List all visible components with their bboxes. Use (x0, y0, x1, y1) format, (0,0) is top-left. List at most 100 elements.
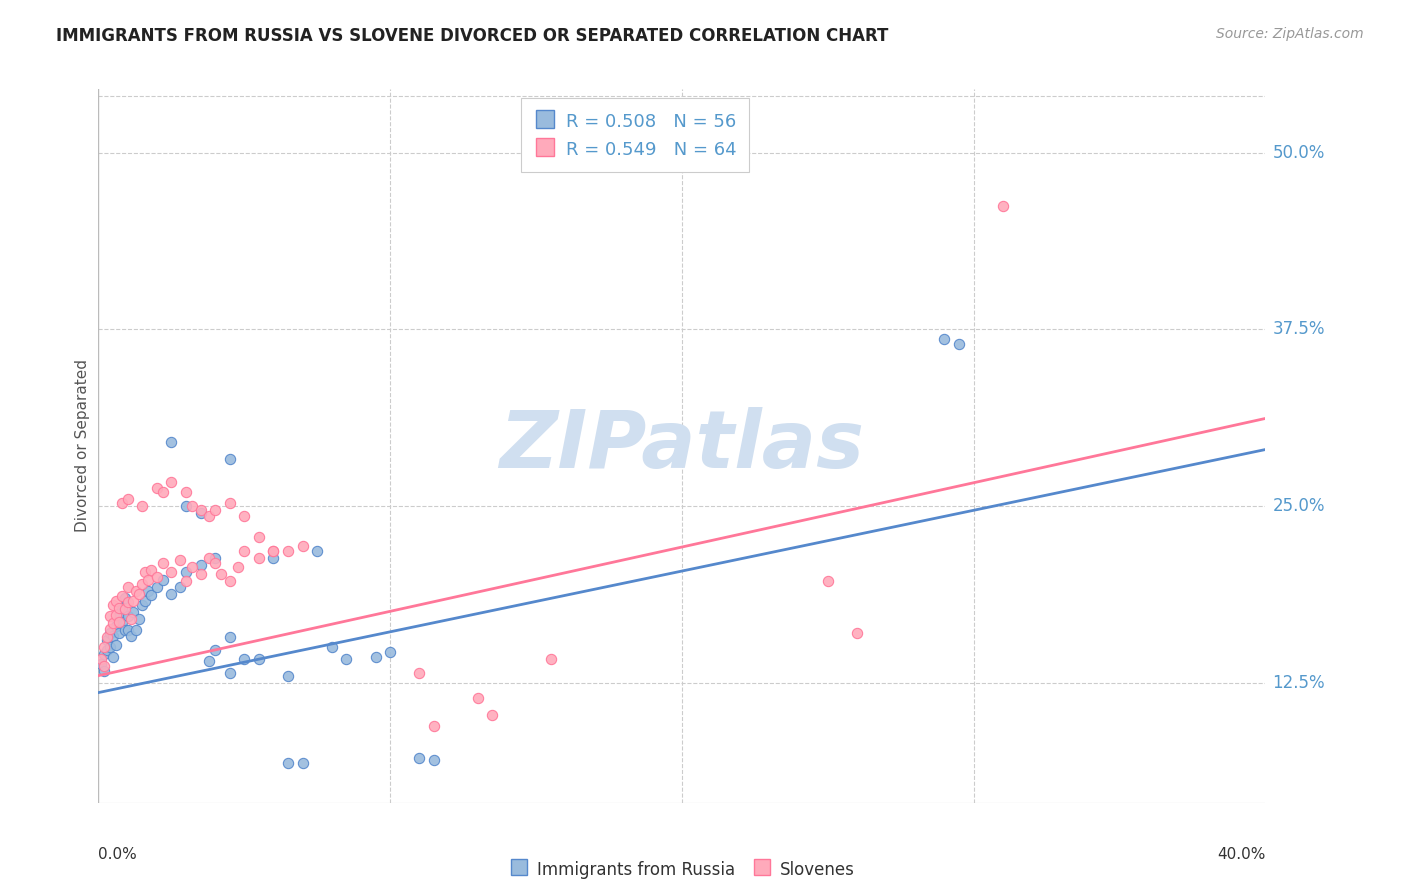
Point (174, 566, 197, 580)
Point (423, 753, 446, 767)
Point (114, 591, 136, 605)
Point (934, 332, 956, 346)
Point (114, 602, 136, 616)
Point (190, 566, 212, 581)
Point (146, 570, 169, 584)
Point (291, 539, 314, 553)
Point (104, 593, 127, 607)
Point (108, 609, 131, 624)
Point (128, 612, 150, 626)
Point (111, 590, 134, 604)
Point (111, 600, 134, 615)
Point (139, 563, 162, 577)
Point (117, 609, 139, 624)
Point (174, 484, 197, 499)
Point (134, 566, 156, 580)
Point (93, 648, 115, 662)
Point (262, 551, 284, 566)
Point (122, 605, 145, 619)
Point (233, 508, 256, 523)
Point (108, 615, 131, 629)
Point (101, 650, 124, 665)
Point (233, 544, 256, 558)
Point (160, 587, 183, 601)
Text: 0.0%: 0.0% (98, 847, 138, 863)
Point (152, 573, 174, 587)
Point (198, 508, 221, 523)
Point (307, 544, 329, 558)
Point (98, 640, 121, 655)
Point (152, 484, 174, 499)
Point (139, 588, 162, 602)
Point (98, 609, 121, 624)
Point (408, 665, 430, 680)
Point (104, 607, 127, 622)
Point (104, 638, 127, 652)
Point (134, 593, 156, 607)
Point (111, 615, 134, 629)
Point (817, 574, 839, 588)
Point (136, 573, 159, 587)
Point (423, 719, 446, 733)
Point (90, 657, 112, 672)
Point (152, 556, 174, 570)
Point (104, 619, 127, 633)
Point (991, 199, 1014, 213)
Point (204, 556, 226, 570)
Point (204, 551, 226, 566)
Point (218, 574, 240, 588)
Point (96, 643, 118, 657)
Point (160, 435, 183, 450)
Point (190, 503, 212, 517)
Point (108, 600, 131, 615)
Point (209, 566, 232, 581)
Point (204, 503, 226, 517)
Point (136, 583, 159, 598)
Point (228, 559, 250, 574)
Text: 12.5%: 12.5% (1272, 673, 1324, 691)
Point (93, 665, 115, 679)
Point (408, 750, 430, 764)
Point (262, 544, 284, 558)
Point (364, 650, 387, 665)
Point (101, 629, 124, 643)
Point (160, 566, 183, 580)
Point (190, 506, 212, 520)
Point (122, 593, 145, 607)
Point (218, 452, 240, 467)
Point (160, 475, 183, 489)
Point (335, 651, 357, 665)
Point (190, 558, 212, 573)
Text: 50.0%: 50.0% (1272, 144, 1324, 161)
Point (247, 651, 270, 665)
Point (125, 624, 148, 638)
Point (146, 481, 169, 495)
Point (146, 580, 169, 594)
Point (180, 559, 202, 574)
Point (101, 616, 124, 631)
Point (114, 624, 136, 638)
Point (180, 499, 202, 513)
Legend: Immigrants from Russia, Slovenes: Immigrants from Russia, Slovenes (501, 851, 863, 888)
Point (120, 612, 142, 626)
Point (218, 631, 240, 645)
Point (169, 553, 191, 567)
Point (101, 598, 124, 612)
Text: 40.0%: 40.0% (1218, 847, 1265, 863)
Point (845, 626, 868, 640)
Text: Source: ZipAtlas.com: Source: ZipAtlas.com (1216, 27, 1364, 41)
Point (128, 587, 150, 601)
Point (117, 624, 139, 638)
Point (233, 651, 256, 665)
Point (277, 668, 299, 682)
Point (198, 655, 221, 669)
Point (321, 640, 343, 655)
Text: ZIPatlas: ZIPatlas (499, 407, 865, 485)
Point (540, 651, 562, 665)
Point (93, 658, 115, 673)
Point (291, 756, 314, 771)
Point (108, 626, 131, 640)
Text: IMMIGRANTS FROM RUSSIA VS SLOVENE DIVORCED OR SEPARATED CORRELATION CHART: IMMIGRANTS FROM RUSSIA VS SLOVENE DIVORC… (56, 27, 889, 45)
Text: 37.5%: 37.5% (1272, 320, 1324, 338)
Point (247, 530, 270, 544)
